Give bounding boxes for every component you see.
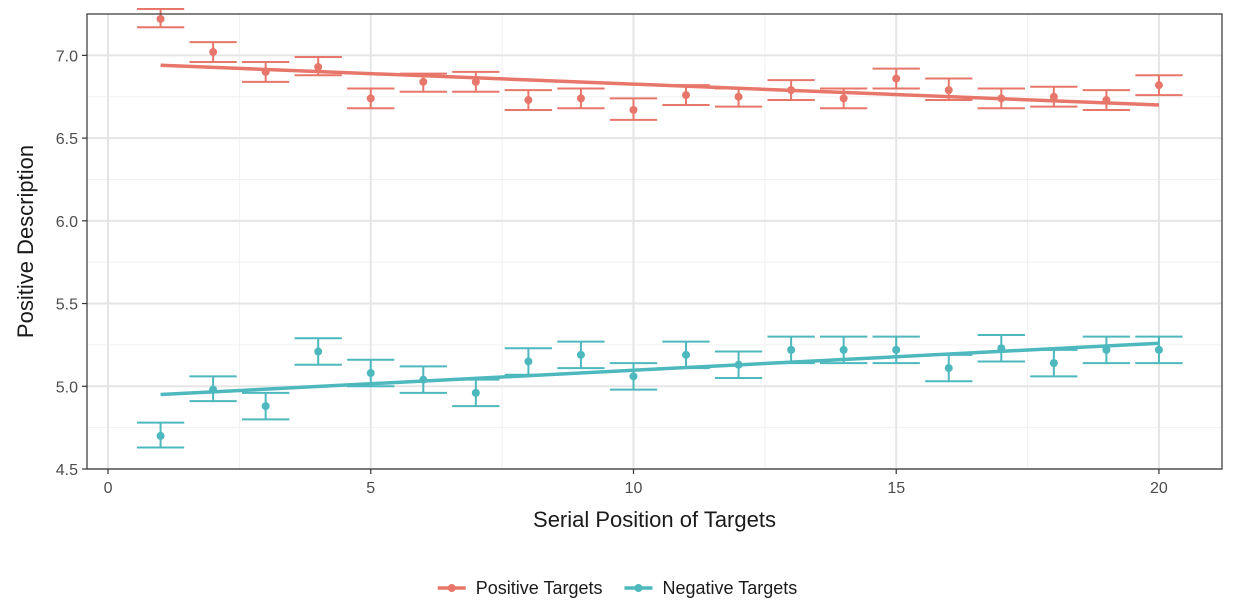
data-point [839,345,848,354]
data-point [314,347,323,356]
data-point [997,94,1006,103]
legend-item-2: Negative Targets [624,578,797,598]
data-point [1102,345,1111,354]
axis-layer: 0 5 10 15 20 4.5 5.0 5.5 6.0 6.5 7.0 [56,48,1168,497]
data-point [787,86,796,95]
x-tick-label: 10 [625,480,643,497]
data-point [524,357,533,366]
data-point [734,92,743,101]
data-point [944,364,953,373]
y-tick-label: 4.5 [56,462,78,479]
series-layer [136,8,1183,449]
y-tick-label: 5.5 [56,297,78,314]
x-axis-title: Serial Position of Targets [533,507,776,532]
data-point [629,372,638,381]
data-point [997,344,1006,353]
data-point [576,350,585,359]
data-point [1154,345,1163,354]
data-point [261,67,270,76]
legend-label: Negative Targets [662,578,797,598]
legend-item-1: Positive Targets [437,578,603,598]
x-tick-label: 15 [887,480,905,497]
data-point [261,402,270,411]
data-point [524,96,533,105]
y-tick-label: 6.5 [56,131,78,148]
data-point [209,48,218,57]
data-point [471,388,480,397]
x-tick-label: 20 [1150,480,1168,497]
data-point [156,14,165,23]
series-2 [136,333,1183,449]
trend-line [160,63,1160,107]
y-tick-label: 5.0 [56,379,78,396]
data-point [892,345,901,354]
data-point [787,345,796,354]
data-point [156,431,165,440]
panel-border [86,13,1223,470]
data-point [471,77,480,86]
data-point [576,94,585,103]
data-point [1102,96,1111,105]
y-tick-label: 6.0 [56,214,78,231]
data-point [366,369,375,378]
data-point [734,360,743,369]
data-point [629,105,638,114]
legend: Positive Targets Negative Targets [437,578,797,598]
data-point [892,74,901,83]
data-point [682,91,691,100]
data-point [366,94,375,103]
data-point [314,62,323,71]
x-tick-label: 5 [366,480,375,497]
y-tick-label: 7.0 [56,48,78,65]
trend-line [160,341,1160,397]
data-point [839,94,848,103]
legend-key-point [634,584,643,592]
x-tick-label: 0 [104,480,113,497]
series-1 [136,8,1183,121]
data-point [944,86,953,95]
data-point [1154,81,1163,90]
data-point [1049,92,1058,101]
legend-key-point [447,584,456,592]
y-axis-title: Positive Description [13,145,38,338]
data-point [419,375,428,384]
data-point [209,385,218,394]
legend-label: Positive Targets [476,578,603,598]
data-point [419,77,428,86]
data-point [1049,359,1058,368]
data-point [682,350,691,359]
